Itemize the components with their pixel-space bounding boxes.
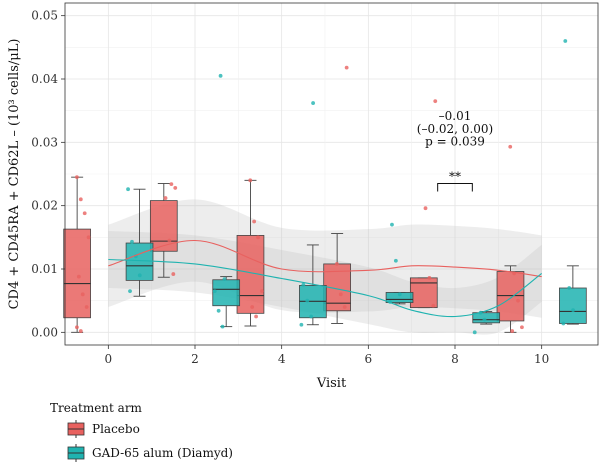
smooth-lines [108,239,542,318]
point-placebo [344,65,349,70]
legend-item-placebo: Placebo [67,420,140,438]
point-placebo [76,274,81,279]
significance-annotation: –0.01 (–0.02, 0.00) p = 0.039 ** [417,109,493,192]
point-placebo [167,238,172,243]
point-gad65 [393,258,398,263]
point-gad65 [309,314,314,319]
legend-label-placebo: Placebo [92,422,140,436]
box-gad65 [559,287,587,324]
point-placebo [173,186,178,190]
box-placebo [63,228,91,319]
x-tick-label: 8 [451,352,459,366]
point-gad65 [222,277,227,282]
x-tick-label: 10 [534,352,549,366]
point-gad65 [137,273,142,278]
x-axis: 0 2 4 6 8 10 [105,345,549,366]
point-gad65 [218,73,223,78]
point-gad65 [567,286,572,290]
legend: Treatment arm Placebo GAD-65 alum (Diamy… [50,401,233,462]
annotation-pvalue: p = 0.039 [425,135,485,149]
point-placebo [338,292,343,297]
point-placebo [250,305,255,309]
point-placebo [427,275,432,280]
point-gad65 [482,317,487,322]
legend-label-gad65: GAD-65 alum (Diamyd) [92,446,233,460]
point-placebo [74,175,79,180]
point-gad65 [571,308,576,313]
annotation-ci: (–0.02, 0.00) [417,122,493,136]
y-axis: 0.00 0.01 0.02 0.03 0.04 0.05 [31,9,65,339]
box-placebo [409,277,438,309]
y-tick-label: 0.01 [31,262,58,276]
point-placebo [252,219,257,224]
point-placebo [431,303,436,308]
point-gad65 [301,282,306,287]
point-placebo [78,329,83,333]
point-placebo [520,325,524,330]
point-gad65 [299,322,304,327]
y-tick-label: 0.00 [31,325,58,339]
point-placebo [334,262,339,266]
boxes [63,200,587,324]
smooth-line-gad65 [108,258,542,318]
point-placebo [423,206,428,211]
box-gad65 [212,279,241,307]
point-gad65 [126,187,130,192]
point-gad65 [561,321,566,326]
point-gad65 [216,308,221,313]
point-placebo [86,235,91,240]
point-gad65 [128,289,132,294]
y-axis-title: CD4 + CD45RA + CD62L – (10³ cells/μL) [7,39,22,310]
y-tick-label: 0.02 [31,199,58,213]
point-placebo [516,298,520,303]
legend-item-gad65: GAD-65 alum (Diamyd) [67,444,233,462]
point-gad65 [220,324,225,329]
box-gad65 [385,292,414,303]
significance-stars: ** [449,170,461,184]
point-placebo [256,235,260,240]
legend-title: Treatment arm [50,401,143,415]
point-placebo [171,272,176,276]
x-axis-title: Visit [316,376,347,391]
jitter-points [74,39,576,335]
point-placebo [82,211,87,216]
point-placebo [163,196,168,200]
point-gad65 [472,330,477,335]
box-placebo [496,271,525,322]
x-tick-label: 2 [191,352,199,366]
smooth-line-placebo [108,239,542,278]
point-placebo [78,197,83,202]
significance-bracket [437,183,473,192]
point-gad65 [563,39,568,43]
point-placebo [169,182,174,187]
point-gad65 [212,289,217,294]
point-placebo [80,292,85,297]
point-placebo [74,325,79,330]
annotation-estimate: –0.01 [439,109,472,123]
point-gad65 [390,222,394,227]
point-placebo [248,178,253,183]
point-gad65 [311,101,316,105]
point-placebo [342,305,347,309]
point-gad65 [305,298,310,303]
point-placebo [433,99,438,104]
y-tick-label: 0.03 [31,135,58,149]
point-gad65 [130,239,134,244]
point-placebo [254,314,258,319]
point-placebo [510,329,515,333]
point-placebo [260,289,264,294]
x-tick-label: 4 [278,352,286,366]
point-placebo [508,144,513,149]
x-tick-label: 0 [105,352,113,366]
point-gad65 [397,292,402,297]
y-tick-label: 0.04 [31,72,58,86]
panel-border [64,2,599,346]
x-tick-label: 6 [365,352,373,366]
point-placebo [84,305,89,309]
y-tick-label: 0.05 [31,9,58,23]
box-gad65 [472,312,501,324]
